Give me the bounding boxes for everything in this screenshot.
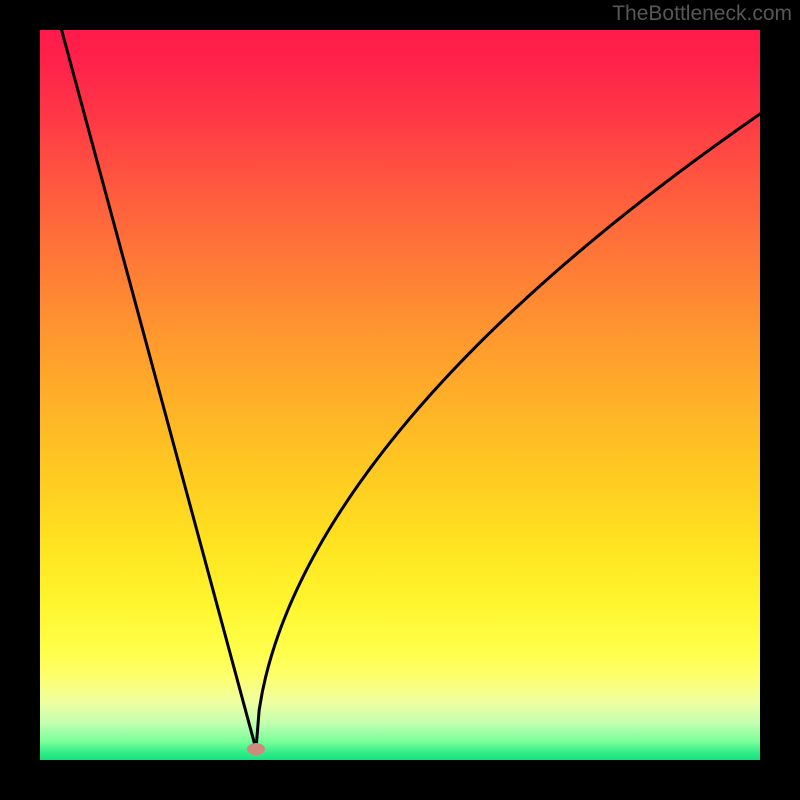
plot-gradient-background xyxy=(40,30,760,760)
chart-frame: TheBottleneck.com xyxy=(0,0,800,800)
bottleneck-chart xyxy=(0,0,800,800)
watermark-text: TheBottleneck.com xyxy=(612,2,792,26)
vertex-marker xyxy=(247,743,265,755)
